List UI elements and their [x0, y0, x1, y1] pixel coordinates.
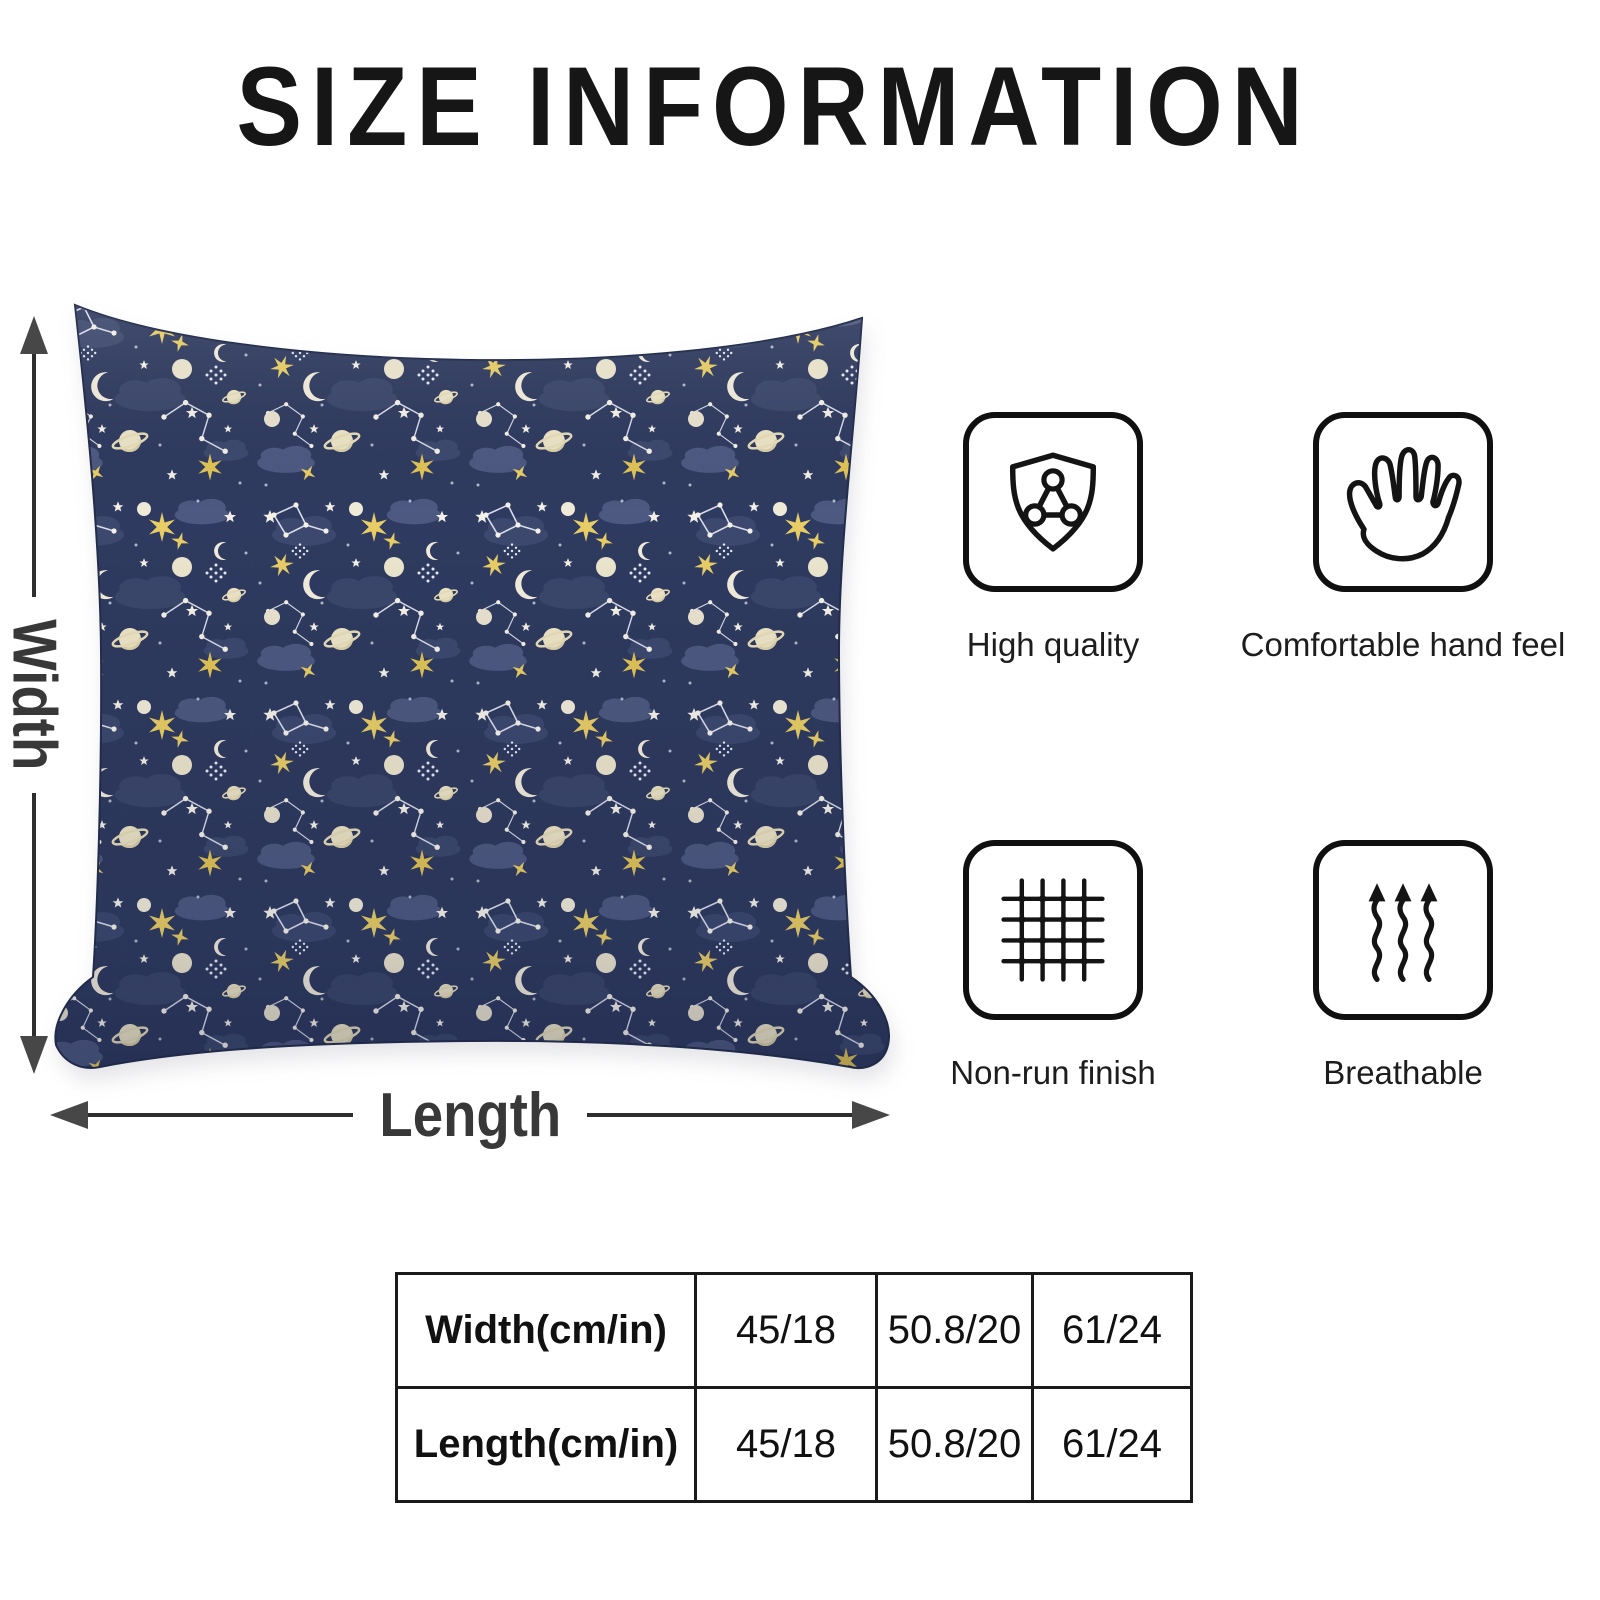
airflow-arrows-icon	[1338, 865, 1468, 995]
table-row-length: Length(cm/in) 45/18 50.8/20 61/24	[395, 1386, 1193, 1503]
table-cell: 61/24	[1031, 1386, 1193, 1503]
feature-label: High quality	[966, 626, 1140, 663]
feature-icon-box	[963, 840, 1143, 1020]
feature-label: Non-run finish	[950, 1054, 1156, 1091]
length-label: Length	[379, 1080, 561, 1150]
length-dimension-arrow: Length	[50, 1081, 890, 1150]
arrow-down-icon	[20, 1036, 48, 1074]
feature-breathable: Breathable	[1203, 840, 1600, 1092]
feature-label: Breathable	[1323, 1054, 1483, 1091]
feature-high-quality: High quality	[853, 412, 1253, 664]
arrow-left-icon	[50, 1101, 88, 1129]
feature-comfortable-hand-feel: Comfortable hand feel	[1203, 412, 1600, 664]
row-header: Width(cm/in)	[395, 1272, 697, 1389]
table-cell: 50.8/20	[875, 1386, 1034, 1503]
row-header: Length(cm/in)	[395, 1386, 697, 1503]
arrow-right-icon	[852, 1101, 890, 1129]
dimension-line	[88, 1113, 353, 1117]
width-dimension-arrow: Width	[0, 316, 69, 1074]
size-table: Width(cm/in) 45/18 50.8/20 61/24 Length(…	[395, 1272, 1193, 1503]
table-cell: 45/18	[694, 1386, 878, 1503]
dimension-line	[32, 792, 36, 1036]
width-label: Width	[0, 619, 69, 771]
page-title: SIZE INFORMATION	[236, 44, 1312, 169]
pillow-image	[54, 303, 890, 1069]
feature-label: Comfortable hand feel	[1240, 626, 1566, 663]
table-cell: 50.8/20	[875, 1272, 1034, 1389]
dimension-line	[32, 354, 36, 598]
dimension-line	[587, 1113, 852, 1117]
mesh-grid-icon	[1001, 878, 1105, 982]
table-cell: 45/18	[694, 1272, 878, 1389]
feature-icon-box	[963, 412, 1143, 592]
arrow-up-icon	[20, 316, 48, 354]
table-row-width: Width(cm/in) 45/18 50.8/20 61/24	[395, 1272, 1193, 1389]
feature-icon-box	[1313, 412, 1493, 592]
shield-network-icon	[1009, 452, 1097, 552]
feature-icon-box	[1313, 840, 1493, 1020]
feature-non-run-finish: Non-run finish	[853, 840, 1253, 1092]
hand-icon	[1346, 447, 1462, 562]
table-cell: 61/24	[1031, 1272, 1193, 1389]
